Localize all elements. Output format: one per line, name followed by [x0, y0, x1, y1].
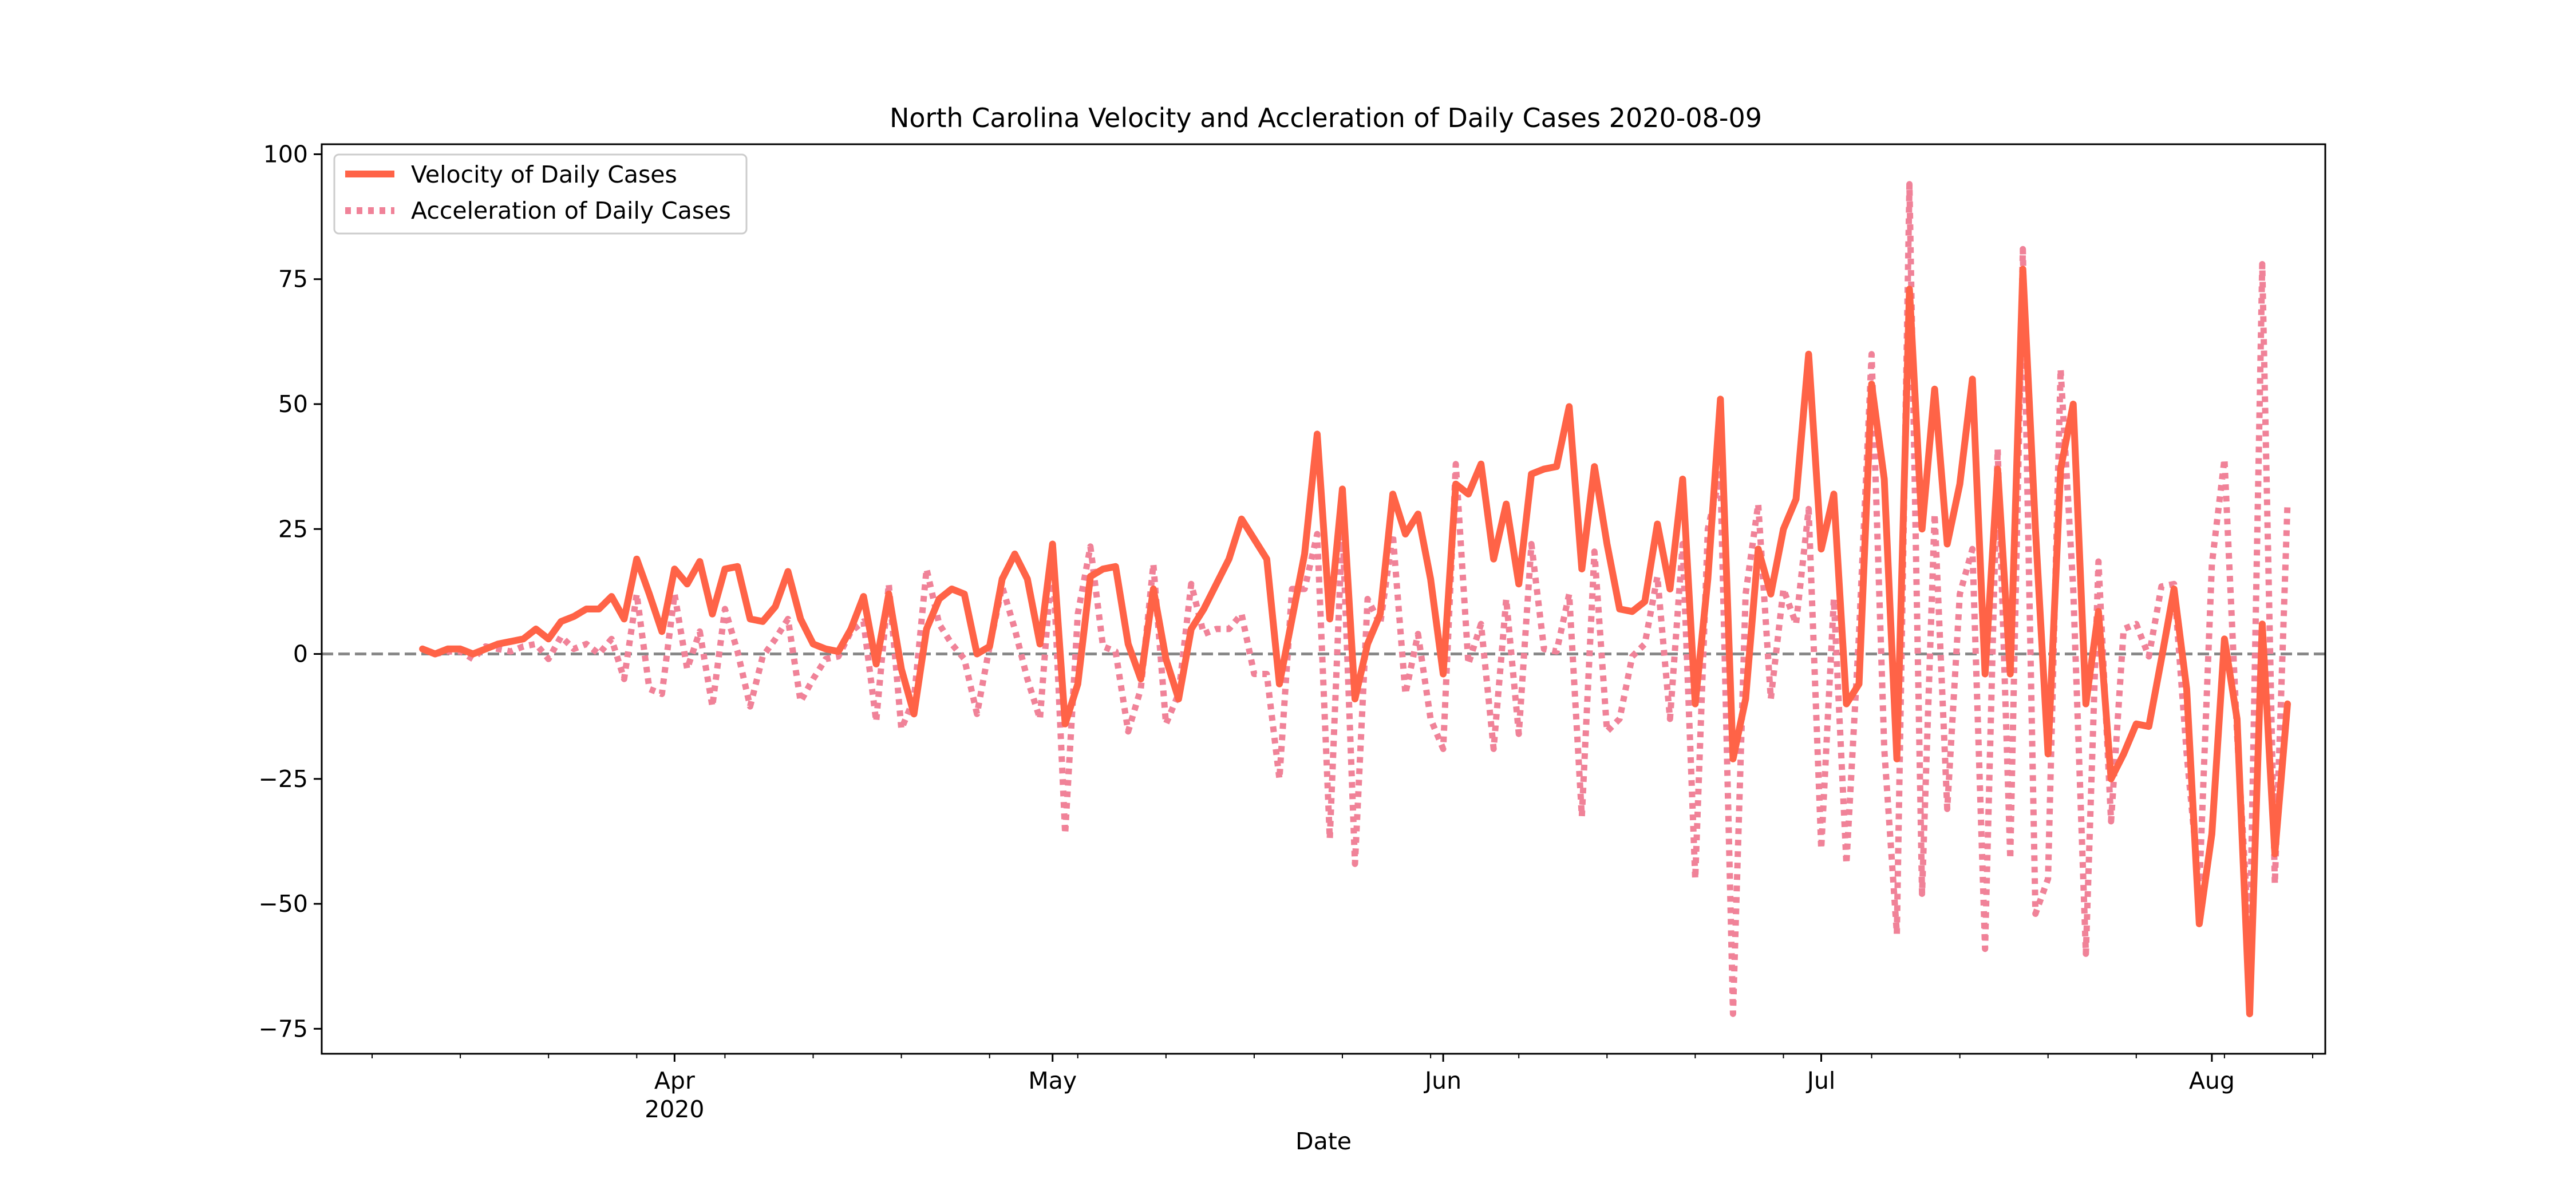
series-layer — [419, 181, 2291, 1018]
y-tick-label: 100 — [263, 140, 308, 168]
x-axis-label: Date — [1295, 1128, 1352, 1155]
y-tick-label: 25 — [278, 515, 308, 543]
y-tick-label: −75 — [258, 1015, 308, 1042]
y-axis: 100 75 50 25 0 −25 −50 −75 — [258, 140, 322, 1042]
x-tick-label: Apr — [654, 1067, 695, 1094]
series-velocity-line — [419, 266, 2291, 1018]
plot-frame — [321, 143, 2326, 1055]
x-tick-label: May — [1028, 1067, 1077, 1094]
y-tick-label: 50 — [278, 390, 308, 418]
y-tick-label: 0 — [293, 640, 308, 668]
legend-box — [333, 153, 748, 235]
legend-label-velocity: Velocity of Daily Cases — [411, 161, 677, 188]
y-tick-label: −50 — [258, 890, 308, 918]
y-tick-label: 75 — [278, 266, 308, 293]
chart-title: North Carolina Velocity and Accleration … — [890, 102, 1762, 133]
x-tick-label: Jun — [1423, 1067, 1461, 1094]
x-tick-label: Aug — [2189, 1067, 2235, 1094]
legend-label-acceleration: Acceleration of Daily Cases — [411, 197, 731, 224]
x-tick-label: Jul — [1805, 1067, 1835, 1094]
x-tick-sublabel: 2020 — [645, 1096, 704, 1123]
y-tick-label: −25 — [258, 765, 308, 793]
legend: Velocity of Daily Cases Acceleration of … — [333, 153, 748, 235]
